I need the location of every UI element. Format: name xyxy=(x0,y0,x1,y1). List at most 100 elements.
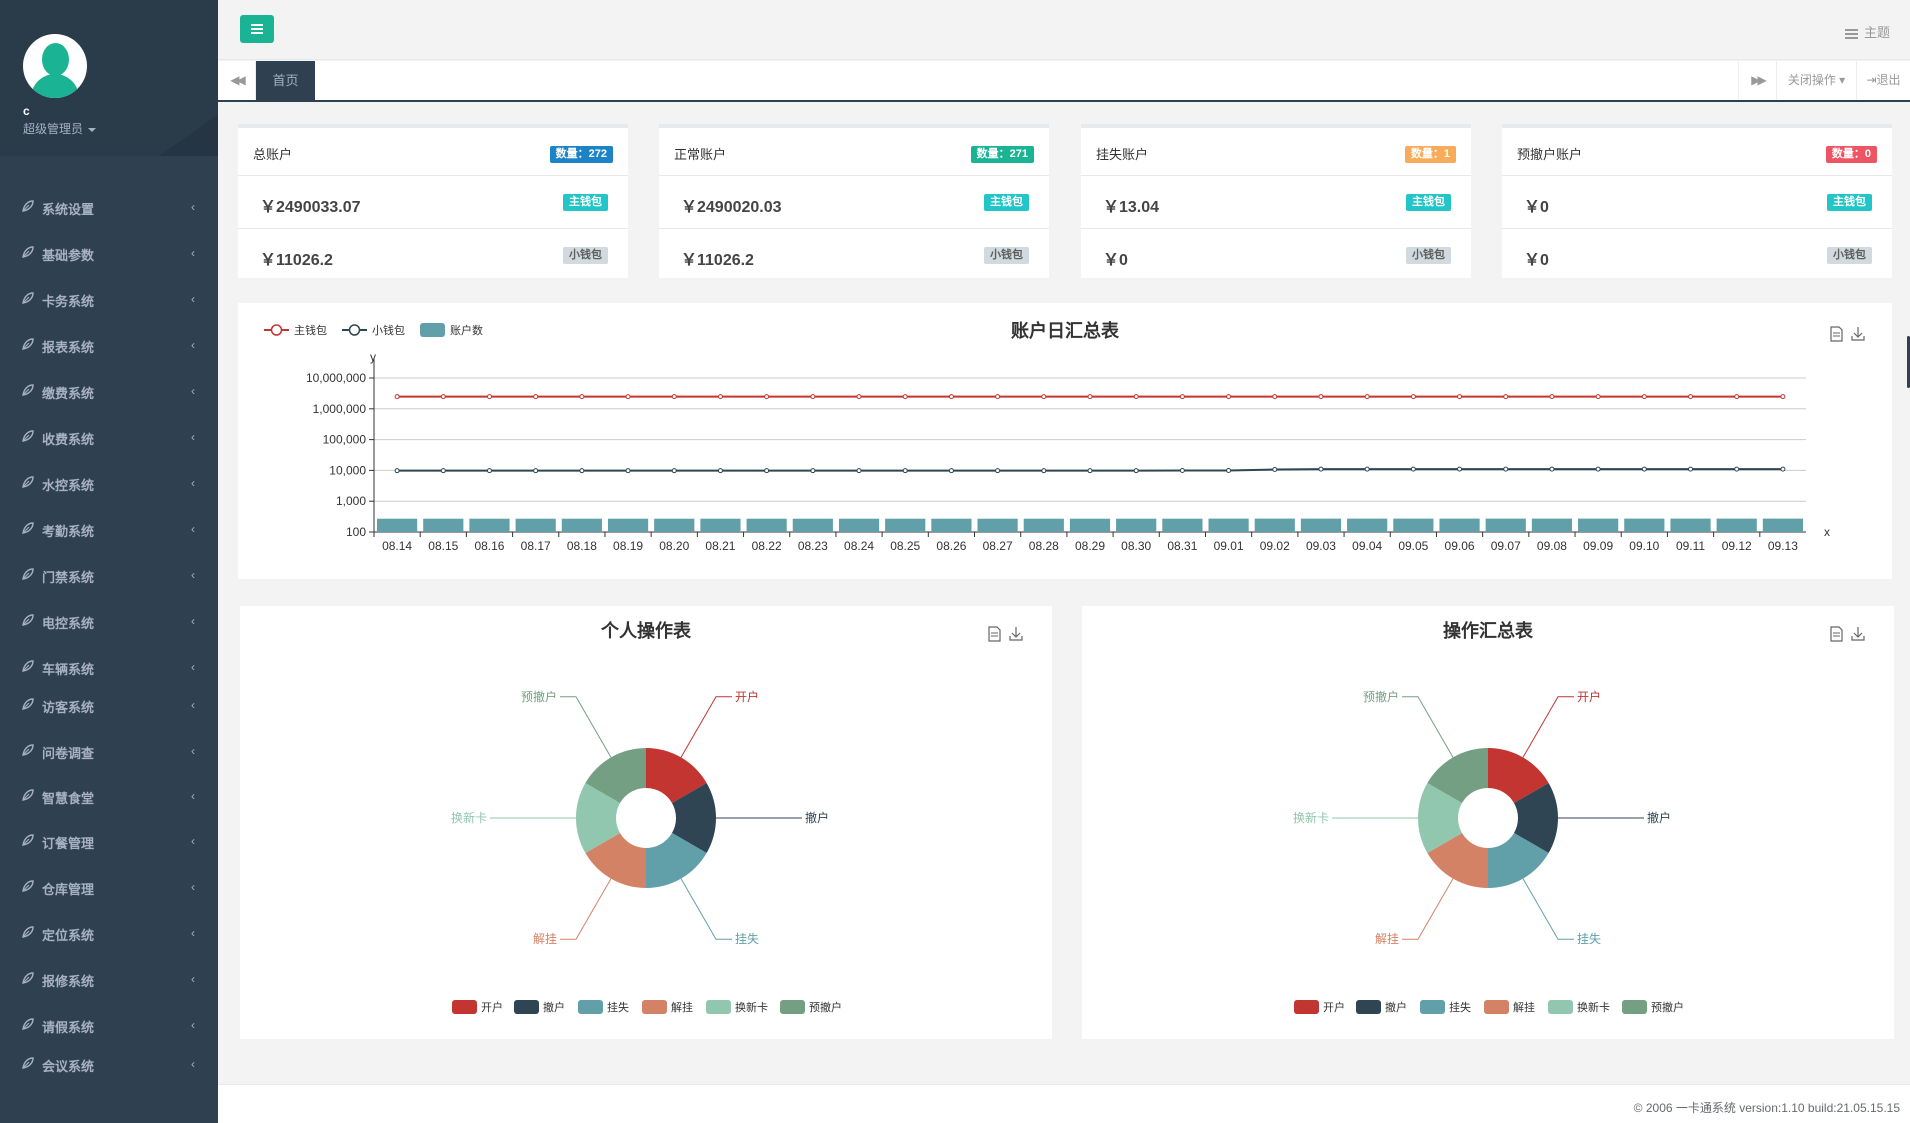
bar xyxy=(700,518,741,532)
legend-item[interactable]: 账户数 xyxy=(420,323,483,337)
card-header: 正常账户 数量：271 xyxy=(659,128,1049,176)
legend-item[interactable]: 预撤户 xyxy=(780,1000,842,1014)
legend-item[interactable]: 开户 xyxy=(1294,1000,1345,1014)
legend-item[interactable]: 挂失 xyxy=(1420,1000,1471,1014)
user-role-dropdown[interactable]: 超级管理员 xyxy=(23,120,97,137)
y-tick-label: 1,000,000 xyxy=(313,402,367,416)
chevron-left-icon: ‹ xyxy=(191,568,195,582)
data-point xyxy=(1595,394,1601,400)
data-point xyxy=(1272,466,1278,472)
leaf-icon xyxy=(22,1057,34,1069)
pie-slice[interactable] xyxy=(671,783,716,853)
pie-slice[interactable] xyxy=(646,748,707,803)
sidebar-item-label: 订餐管理 xyxy=(42,836,95,851)
menu-toggle-button[interactable] xyxy=(240,15,274,43)
data-view-icon[interactable] xyxy=(1830,626,1843,642)
logout-button[interactable]: ⇥退出 xyxy=(1856,61,1910,100)
data-point xyxy=(948,394,954,400)
legend-item[interactable]: 主钱包 xyxy=(264,323,327,337)
sidebar-item[interactable]: 电控系统 ‹ xyxy=(0,601,218,641)
leaf-icon xyxy=(22,292,34,304)
sidebar-item[interactable]: 车辆系统 ‹ xyxy=(0,647,218,687)
chart-title: 个人操作表 xyxy=(600,620,692,641)
legend-item[interactable]: 解挂 xyxy=(1484,1000,1535,1014)
data-point xyxy=(1641,394,1647,400)
pie-slice[interactable] xyxy=(1418,783,1463,853)
sidebar-item[interactable]: 智慧食堂 ‹ xyxy=(0,776,218,816)
save-image-icon[interactable] xyxy=(1851,327,1865,341)
pie-slice[interactable] xyxy=(1488,833,1549,888)
sidebar-item[interactable]: 门禁系统 ‹ xyxy=(0,555,218,595)
data-point xyxy=(533,394,539,400)
main-wallet-row: ￥2490020.03 主钱包 xyxy=(659,176,1049,229)
data-point xyxy=(717,394,723,400)
data-point xyxy=(440,468,446,474)
theme-button[interactable]: 主题 xyxy=(1844,22,1890,41)
sidebar-item-label: 问卷调查 xyxy=(42,746,95,761)
tab-home[interactable]: 首页 xyxy=(256,61,315,100)
tab-scroll-right-button[interactable]: ▶▶ xyxy=(1738,61,1776,100)
legend-item[interactable]: 解挂 xyxy=(642,1000,693,1014)
sidebar-item[interactable]: 会议系统 ‹ xyxy=(0,1044,218,1084)
sidebar-item[interactable]: 水控系统 ‹ xyxy=(0,463,218,503)
legend-label: 账户数 xyxy=(450,323,483,337)
sidebar-item[interactable]: 定位系统 ‹ xyxy=(0,913,218,953)
small-wallet-row: ￥0 小钱包 xyxy=(1502,229,1892,282)
sidebar-item[interactable]: 仓库管理 ‹ xyxy=(0,867,218,907)
close-operations-dropdown[interactable]: 关闭操作 ▾ xyxy=(1776,61,1856,100)
pie-slice[interactable] xyxy=(585,748,646,803)
chevron-left-icon: ‹ xyxy=(191,880,195,894)
sidebar-item[interactable]: 系统设置 ‹ xyxy=(0,187,218,227)
x-tick-label: 08.30 xyxy=(1121,539,1151,553)
sidebar-item[interactable]: 请假系统 ‹ xyxy=(0,1005,218,1045)
x-tick-label: 09.08 xyxy=(1537,539,1567,553)
data-view-icon[interactable] xyxy=(988,626,1001,642)
sidebar-item[interactable]: 缴费系统 ‹ xyxy=(0,371,218,411)
label-line xyxy=(560,878,612,940)
sidebar-item[interactable]: 考勤系统 ‹ xyxy=(0,509,218,549)
slice-label: 解挂 xyxy=(533,932,557,946)
sidebar-item[interactable]: 报修系统 ‹ xyxy=(0,959,218,999)
logout-icon: ⇥ xyxy=(1866,73,1877,87)
sidebar-item[interactable]: 卡务系统 ‹ xyxy=(0,279,218,319)
pie-slice[interactable] xyxy=(1427,833,1488,888)
leaf-icon xyxy=(22,834,34,846)
x-tick-label: 09.06 xyxy=(1445,539,1475,553)
legend-item[interactable]: 撤户 xyxy=(1356,1000,1407,1014)
legend-label: 挂失 xyxy=(607,1000,629,1014)
avatar[interactable] xyxy=(23,34,87,98)
pie-slice[interactable] xyxy=(1488,748,1549,803)
sidebar-item[interactable]: 收费系统 ‹ xyxy=(0,417,218,457)
tab-scroll-left-button[interactable]: ◀◀ xyxy=(218,61,256,100)
legend-item[interactable]: 换新卡 xyxy=(706,1000,768,1014)
x-tick-label: 08.15 xyxy=(428,539,458,553)
card-title: 挂失账户 xyxy=(1096,147,1149,162)
save-image-icon[interactable] xyxy=(1009,627,1023,641)
save-image-icon[interactable] xyxy=(1851,627,1865,641)
pie-slice[interactable] xyxy=(576,783,621,853)
legend-item[interactable]: 挂失 xyxy=(578,1000,629,1014)
pie-slice[interactable] xyxy=(1427,748,1488,803)
sidebar-item[interactable]: 订餐管理 ‹ xyxy=(0,821,218,861)
operations-summary-panel: 操作汇总表 开户 撤户 挂失 解挂 换新卡 预撤户 开户 撤户 挂失 解挂 换新卡 预撤户 xyxy=(1082,606,1894,1039)
x-tick-label: 09.07 xyxy=(1491,539,1521,553)
legend-item[interactable]: 小钱包 xyxy=(342,323,405,337)
leaf-icon xyxy=(22,880,34,892)
legend-item[interactable]: 撤户 xyxy=(514,1000,565,1014)
data-point xyxy=(625,394,631,400)
sidebar-item[interactable]: 报表系统 ‹ xyxy=(0,325,218,365)
data-view-icon[interactable] xyxy=(1830,326,1843,342)
sidebar-item[interactable]: 问卷调查 ‹ xyxy=(0,731,218,771)
legend-item[interactable]: 换新卡 xyxy=(1548,1000,1610,1014)
slice-label: 挂失 xyxy=(735,931,759,946)
pie-slice[interactable] xyxy=(1513,783,1558,853)
pie-slice[interactable] xyxy=(585,833,646,888)
data-point xyxy=(533,468,539,474)
sidebar-item[interactable]: 基础参数 ‹ xyxy=(0,233,218,273)
sidebar-item[interactable]: 访客系统 ‹ xyxy=(0,685,218,725)
scrollbar-thumb[interactable] xyxy=(1907,336,1910,388)
footer-text: © 2006 一卡通系统 version:1.10 build:21.05.15… xyxy=(1633,1101,1900,1115)
pie-slice[interactable] xyxy=(646,833,707,888)
legend-item[interactable]: 开户 xyxy=(452,1000,503,1014)
legend-item[interactable]: 预撤户 xyxy=(1622,1000,1684,1014)
